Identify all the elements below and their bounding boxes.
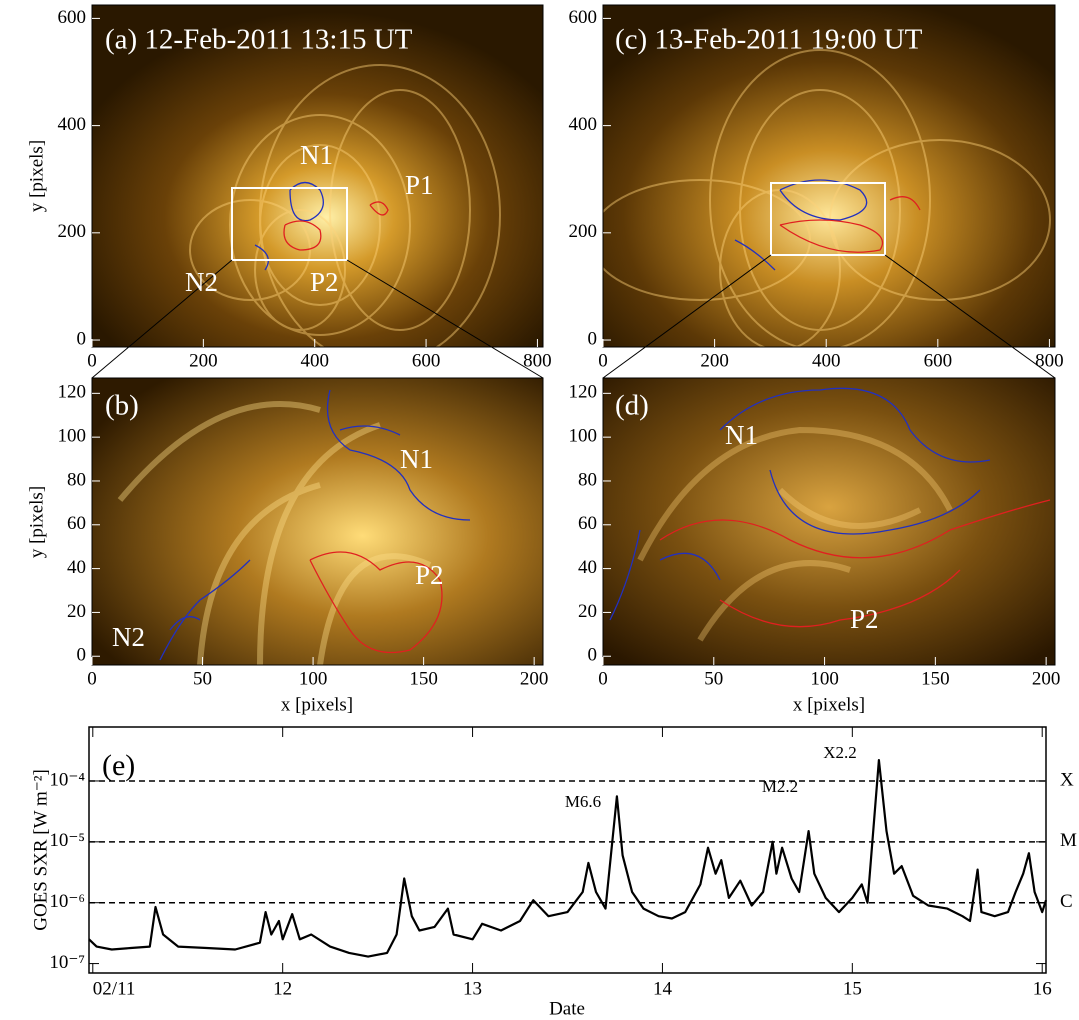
- axes-frame: [88, 726, 1047, 974]
- axes-frame: [602, 377, 1056, 666]
- y-axis-label: GOES SXR [W m⁻²]: [30, 769, 51, 931]
- x-tick-label: 0: [87, 668, 97, 689]
- x-tick-label: 0: [598, 350, 608, 371]
- x-tick-label: 200: [1032, 668, 1061, 689]
- x-axis-label: x [pixels]: [793, 694, 865, 715]
- panel-title: (a) 12-Feb-2011 13:15 UT: [105, 24, 413, 56]
- x-tick-label: 0: [87, 350, 97, 371]
- zoom-lines: [91, 182, 1056, 379]
- x-axis-label: x [pixels]: [281, 694, 353, 715]
- annotation: N1: [300, 140, 333, 170]
- x-tick-label: 15: [843, 978, 862, 999]
- y-axis-label: y [pixels]: [26, 486, 47, 558]
- x-tick-label: 12: [273, 978, 292, 999]
- level-label: C: [1060, 891, 1073, 912]
- x-tick-label: 400: [812, 350, 841, 371]
- x-tick-label: 800: [523, 350, 552, 371]
- image-b: [92, 378, 543, 665]
- panel-title: (b): [105, 390, 139, 422]
- annotation: P2: [850, 604, 879, 634]
- image-a: [92, 5, 543, 347]
- annotation: N2: [185, 267, 218, 297]
- x-tick-label: 200: [700, 350, 729, 371]
- panel-title: (d): [615, 390, 649, 422]
- x-tick-label: 50: [704, 668, 723, 689]
- y-axis-label: y [pixels]: [26, 140, 47, 212]
- y-tick-label: 200: [569, 221, 598, 242]
- y-tick-label: 10⁻⁵: [49, 830, 85, 851]
- x-axis-label: Date: [549, 998, 585, 1019]
- flux-line: [88, 759, 1048, 958]
- x-tick-label: 02/11: [93, 978, 136, 999]
- y-tick-label: 200: [58, 221, 87, 242]
- annotation: N2: [112, 622, 145, 652]
- annotation: P2: [415, 560, 444, 590]
- y-tick-label: 80: [578, 469, 597, 490]
- x-tick-label: 50: [193, 668, 212, 689]
- y-tick-label: 0: [588, 328, 598, 349]
- y-tick-label: 120: [58, 382, 87, 403]
- annotation: N1: [725, 420, 758, 450]
- y-tick-label: 20: [578, 601, 597, 622]
- x-tick-label: 100: [810, 668, 839, 689]
- axes-frame: [602, 4, 1056, 348]
- annotation: P2: [310, 267, 339, 297]
- y-tick-label: 100: [58, 426, 87, 447]
- x-tick-label: 16: [1033, 978, 1052, 999]
- level-label: X: [1060, 769, 1074, 790]
- panel-title: (e): [102, 749, 135, 782]
- x-tick-label: 150: [921, 668, 950, 689]
- x-tick-label: 100: [299, 668, 328, 689]
- y-tick-label: 100: [569, 426, 598, 447]
- annotation: M6.6: [565, 792, 601, 811]
- y-tick-label: 600: [569, 7, 598, 28]
- annotation: N1: [400, 444, 433, 474]
- x-tick-label: 200: [520, 668, 549, 689]
- y-tick-label: 600: [58, 7, 87, 28]
- annotation: P1: [405, 170, 434, 200]
- annotation: X2.2: [823, 743, 857, 762]
- x-tick-label: 13: [463, 978, 482, 999]
- y-tick-label: 0: [588, 645, 598, 666]
- y-tick-label: 400: [569, 114, 598, 135]
- y-tick-label: 40: [578, 557, 597, 578]
- y-tick-label: 400: [58, 114, 87, 135]
- y-tick-label: 60: [67, 513, 86, 534]
- panel-title: (c) 13-Feb-2011 19:00 UT: [615, 24, 923, 56]
- x-tick-label: 14: [653, 978, 673, 999]
- x-tick-label: 200: [189, 350, 218, 371]
- x-tick-label: 400: [300, 350, 329, 371]
- level-label: M: [1060, 830, 1077, 851]
- y-tick-label: 10⁻⁴: [49, 769, 85, 790]
- y-tick-label: 10⁻⁷: [49, 952, 85, 973]
- y-tick-label: 40: [67, 557, 86, 578]
- image-d: [603, 378, 1055, 665]
- x-tick-label: 600: [412, 350, 441, 371]
- image-c: [603, 5, 1055, 347]
- y-tick-label: 20: [67, 601, 86, 622]
- y-tick-label: 10⁻⁶: [49, 891, 85, 912]
- y-tick-label: 80: [67, 469, 86, 490]
- y-tick-label: 120: [569, 382, 598, 403]
- x-tick-label: 0: [598, 668, 608, 689]
- y-tick-label: 0: [77, 328, 87, 349]
- x-tick-label: 600: [924, 350, 953, 371]
- axes-frame: [91, 377, 544, 666]
- annotation: M2.2: [762, 777, 798, 796]
- y-tick-label: 0: [77, 645, 87, 666]
- y-tick-label: 60: [578, 513, 597, 534]
- axes-frame: [91, 4, 544, 348]
- x-tick-label: 150: [409, 668, 438, 689]
- x-tick-label: 800: [1035, 350, 1064, 371]
